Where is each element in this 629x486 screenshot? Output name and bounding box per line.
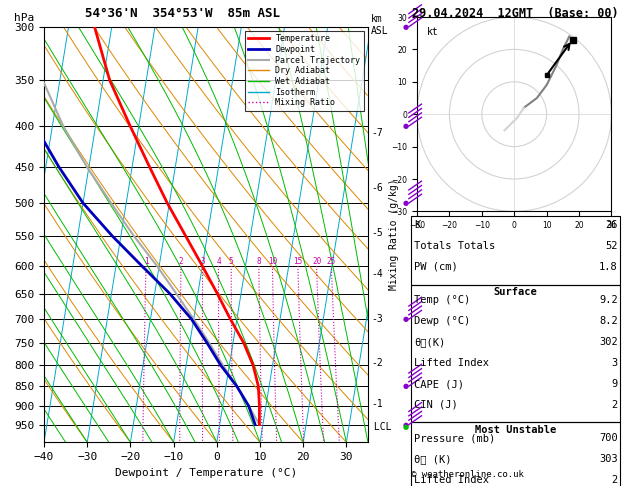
Text: Lifted Index: Lifted Index bbox=[414, 475, 489, 485]
Text: 3: 3 bbox=[611, 358, 618, 368]
Text: ●: ● bbox=[403, 383, 409, 389]
Text: 9: 9 bbox=[611, 379, 618, 389]
Text: 2: 2 bbox=[179, 257, 183, 266]
Text: Surface: Surface bbox=[493, 287, 537, 297]
Text: Dewp (°C): Dewp (°C) bbox=[414, 316, 470, 327]
Text: ●: ● bbox=[403, 424, 409, 431]
Text: 9.2: 9.2 bbox=[599, 295, 618, 306]
Text: kt: kt bbox=[426, 27, 438, 37]
Text: -3: -3 bbox=[371, 314, 383, 324]
Text: ASL: ASL bbox=[371, 26, 389, 36]
Text: 303: 303 bbox=[599, 454, 618, 464]
Text: Totals Totals: Totals Totals bbox=[414, 241, 495, 251]
Text: Temp (°C): Temp (°C) bbox=[414, 295, 470, 306]
Text: 5: 5 bbox=[229, 257, 233, 266]
Text: ●: ● bbox=[403, 316, 409, 322]
Text: 26: 26 bbox=[605, 220, 618, 230]
Text: θᴇ(K): θᴇ(K) bbox=[414, 337, 445, 347]
Text: ●: ● bbox=[403, 421, 409, 428]
Text: -5: -5 bbox=[371, 228, 383, 238]
Text: LCL: LCL bbox=[368, 422, 391, 433]
Text: Lifted Index: Lifted Index bbox=[414, 358, 489, 368]
Text: PW (cm): PW (cm) bbox=[414, 262, 458, 272]
Text: Most Unstable: Most Unstable bbox=[474, 425, 556, 435]
Text: 29.04.2024  12GMT  (Base: 00): 29.04.2024 12GMT (Base: 00) bbox=[413, 7, 619, 20]
Text: -7: -7 bbox=[371, 128, 383, 138]
Text: 2: 2 bbox=[611, 400, 618, 410]
Text: 10: 10 bbox=[268, 257, 277, 266]
Text: 15: 15 bbox=[293, 257, 303, 266]
Text: 700: 700 bbox=[599, 433, 618, 443]
Text: CIN (J): CIN (J) bbox=[414, 400, 458, 410]
Text: Mixing Ratio (g/kg): Mixing Ratio (g/kg) bbox=[389, 179, 399, 290]
Text: CAPE (J): CAPE (J) bbox=[414, 379, 464, 389]
Legend: Temperature, Dewpoint, Parcel Trajectory, Dry Adiabat, Wet Adiabat, Isotherm, Mi: Temperature, Dewpoint, Parcel Trajectory… bbox=[245, 31, 364, 110]
Y-axis label: hPa: hPa bbox=[14, 13, 35, 22]
X-axis label: Dewpoint / Temperature (°C): Dewpoint / Temperature (°C) bbox=[115, 468, 297, 478]
Text: 3: 3 bbox=[200, 257, 205, 266]
Text: -4: -4 bbox=[371, 269, 383, 279]
Text: θᴇ (K): θᴇ (K) bbox=[414, 454, 452, 464]
Text: 8: 8 bbox=[257, 257, 261, 266]
Text: © weatheronline.co.uk: © weatheronline.co.uk bbox=[411, 469, 523, 479]
Text: Pressure (mb): Pressure (mb) bbox=[414, 433, 495, 443]
Text: -6: -6 bbox=[371, 183, 383, 192]
Text: ●: ● bbox=[403, 200, 409, 206]
Text: km: km bbox=[371, 14, 383, 24]
Text: -1: -1 bbox=[371, 399, 383, 409]
Text: 54°36'N  354°53'W  85m ASL: 54°36'N 354°53'W 85m ASL bbox=[85, 7, 280, 20]
Text: 1.8: 1.8 bbox=[599, 262, 618, 272]
Text: 52: 52 bbox=[605, 241, 618, 251]
Text: ●: ● bbox=[403, 123, 409, 129]
Text: -2: -2 bbox=[371, 358, 383, 368]
Text: 302: 302 bbox=[599, 337, 618, 347]
Text: 1: 1 bbox=[143, 257, 148, 266]
Text: 20: 20 bbox=[312, 257, 321, 266]
Text: K: K bbox=[414, 220, 420, 230]
Text: ●: ● bbox=[403, 24, 409, 30]
Text: 2: 2 bbox=[611, 475, 618, 485]
Text: 25: 25 bbox=[326, 257, 336, 266]
Text: 8.2: 8.2 bbox=[599, 316, 618, 327]
Text: 4: 4 bbox=[216, 257, 221, 266]
